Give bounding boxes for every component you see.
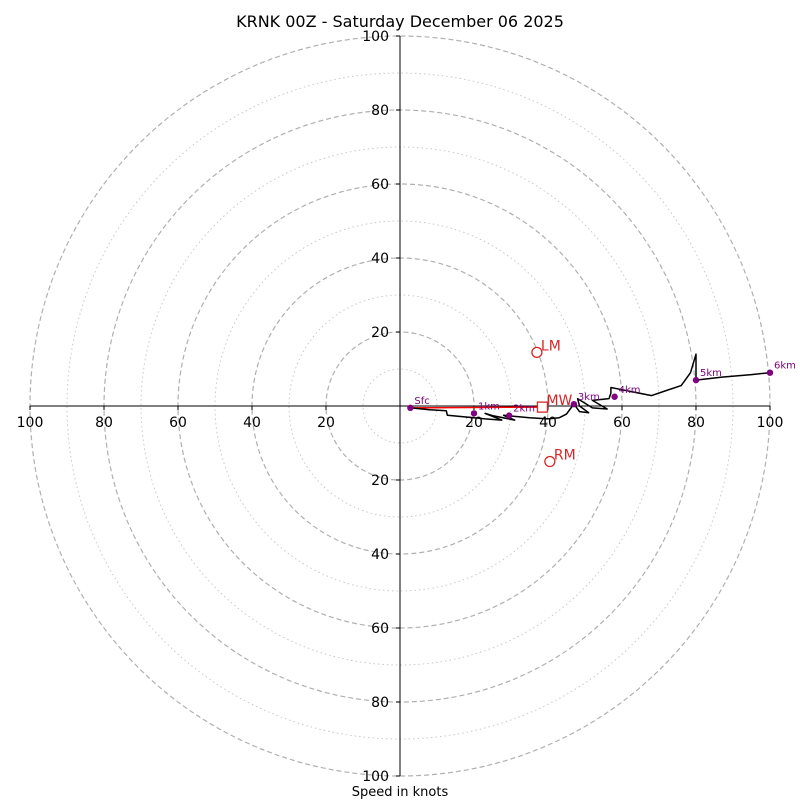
x-tick-label: 40 xyxy=(243,415,261,431)
hodograph-trace xyxy=(411,353,771,421)
x-tick-label: 100 xyxy=(17,415,44,431)
storm-label-lm: LM xyxy=(541,338,561,354)
height-label-6km: 6km xyxy=(774,361,796,372)
chart-title: KRNK 00Z - Saturday December 06 2025 xyxy=(236,12,564,31)
y-tick-label: 20 xyxy=(371,473,389,489)
shear-vector-layer xyxy=(410,406,543,409)
height-label-sfc: Sfc xyxy=(414,396,429,407)
storm-marker-mw xyxy=(536,401,549,413)
height-marker-sfc xyxy=(407,404,414,412)
x-tick-label: 100 xyxy=(757,415,784,431)
y-tick-label: 80 xyxy=(371,695,389,711)
storm-marker-lm xyxy=(531,346,543,359)
x-tick-label: 60 xyxy=(169,415,187,431)
height-label-2km: 2km xyxy=(513,404,535,415)
shear-vector xyxy=(410,406,543,409)
y-tick-label: 40 xyxy=(371,547,389,563)
hodograph-trace-layer xyxy=(411,353,771,421)
y-tick-label: 20 xyxy=(371,325,389,341)
x-axis-label: Speed in knots xyxy=(352,785,449,800)
storm-label-mw: MW xyxy=(546,393,572,409)
x-tick-label: 60 xyxy=(613,415,631,431)
height-label-3km: 3km xyxy=(578,392,600,403)
y-tick-label: 100 xyxy=(362,769,389,785)
y-tick-label: 60 xyxy=(371,621,389,637)
height-label-4km: 4km xyxy=(619,385,641,396)
height-label-1km: 1km xyxy=(478,401,500,412)
tick-labels: 100 80 60 40 20 20 40 60 80 100 100 80 60 40 20 20 40 60 8… xyxy=(17,29,784,785)
x-tick-label: 80 xyxy=(95,415,113,431)
height-label-5km: 5km xyxy=(700,368,722,379)
storm-label-rm: RM xyxy=(554,448,576,464)
height-points: Sfc 1km 2km 3km 4km 5km 6km xyxy=(407,361,796,419)
storm-marker-rm xyxy=(544,455,556,468)
height-marker-1km xyxy=(470,410,478,417)
y-tick-label: 60 xyxy=(371,177,389,193)
x-tick-label: 20 xyxy=(465,415,483,431)
y-tick-label: 100 xyxy=(362,29,389,45)
storm-motions: LM MW RM xyxy=(531,338,576,468)
y-tick-label: 40 xyxy=(371,251,389,267)
y-tick-label: 80 xyxy=(371,103,389,119)
x-tick-label: 20 xyxy=(317,415,335,431)
x-tick-label: 40 xyxy=(539,415,557,431)
height-marker-5km xyxy=(692,376,700,384)
height-marker-6km xyxy=(766,369,774,376)
height-marker-4km xyxy=(611,393,618,400)
height-marker-2km xyxy=(505,412,513,419)
axes xyxy=(30,36,770,776)
height-marker-3km xyxy=(570,400,578,408)
x-tick-label: 80 xyxy=(687,415,705,431)
